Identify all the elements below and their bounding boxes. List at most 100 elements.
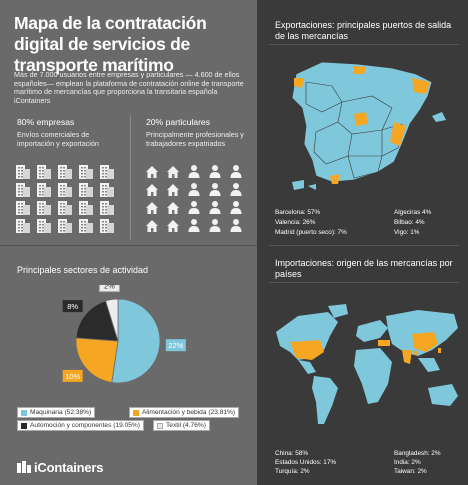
svg-text:2%: 2% [104,285,115,291]
person-icon [230,219,242,232]
person-icon [188,201,200,214]
building-icon [100,219,114,233]
divider [130,115,131,240]
building-icon [58,165,72,179]
person-icon [209,201,221,214]
canary-islands [292,180,316,190]
legend-item-automotive: Automoción y componentes (19.05%) [17,420,144,431]
pie-slice-automotive [75,300,119,342]
building-icon [79,201,93,215]
balearic-islands [432,112,446,122]
house-icon [146,220,158,232]
sectors-pie-chart: 22% 10% 8% 2% [62,285,186,384]
africa [354,348,392,404]
port-valencia: Valencia: 26% [275,219,316,226]
section-separator [0,245,257,246]
china [412,332,438,352]
greenland [328,304,348,318]
person-icon [209,183,221,196]
house-icon [146,166,158,178]
europe [356,320,388,342]
asia [386,310,458,356]
house-icon [167,184,179,196]
houses-people-icon-grid [146,165,242,232]
house-icon [146,202,158,214]
legend-item-food: Alimentación y bebida (23.81%) [129,407,240,418]
left-panel [0,0,257,485]
country-india: India: 2% [394,459,421,466]
taiwan [438,348,441,353]
building-icon [100,183,114,197]
pie-slice-food [75,337,119,383]
section-separator-right [269,245,459,246]
person-icon [188,183,200,196]
building-icon [37,165,51,179]
south-america [312,376,338,424]
building-icon [58,183,72,197]
exports-title: Exportaciones: principales puertos de sa… [275,20,452,41]
house-icon [167,202,179,214]
legend-swatch [157,423,163,429]
barcelona-region [412,78,430,94]
imports-title: Importaciones: origen de las mercancías … [275,258,453,279]
port-algeciras: Algeciras 4% [394,209,432,216]
svg-text:10%: 10% [65,372,80,381]
usa [290,340,324,360]
house-icon [146,184,158,196]
world-map [276,304,458,424]
port-barcelona: Barcelona: 57% [275,209,321,216]
pie-data-label: 2% [98,285,120,293]
pie-slice-textile [105,298,119,342]
building-icon [79,219,93,233]
legend-item-machinery: Maquinaria (52.38%) [17,407,96,418]
port-vigo: Vigo: 1% [394,229,420,236]
vigo-region [294,78,304,88]
building-icon [37,183,51,197]
pie-data-label: 8% [62,300,83,313]
country-usa: Estados Unidos: 17% [275,459,337,466]
buildings-icon-grid [16,165,114,233]
imports-title-line [269,282,459,283]
exports-title-line [269,44,459,45]
country-china: China: 58% [275,450,309,457]
building-icon [58,219,72,233]
legend-swatch [21,423,27,429]
companies-percent: 80% empresas [17,117,75,127]
svg-text:8%: 8% [67,302,78,311]
bangladesh [413,351,417,355]
building-icon [100,201,114,215]
legend-swatch [133,410,139,416]
person-icon [230,201,242,214]
svg-text:22%: 22% [168,341,183,350]
spain-map [291,61,446,190]
person-icon [209,219,221,232]
pie-data-label: 10% [62,369,83,382]
building-icon [16,183,30,197]
port-madrid: Madrid (puerto seco): 7% [275,229,347,236]
turkey [378,340,390,346]
person-icon [209,165,221,178]
building-icon [16,165,30,179]
house-icon [167,220,179,232]
intro-text: Más de 7.000 usuarios entre empresas y p… [14,70,244,105]
building-icon [16,201,30,215]
person-icon [188,219,200,232]
person-icon [230,165,242,178]
individuals-description: Principalmente profesionales y trabajado… [146,130,244,148]
building-icon [100,165,114,179]
country-bangladesh: Bangladesh: 2% [394,450,441,457]
individuals-percent: 20% particulares [146,117,211,127]
person-icon [230,183,242,196]
sectors-title: Principales sectores de actividad [17,265,149,275]
madrid-region [354,112,368,126]
building-icon [79,183,93,197]
icontainers-logo: iContainers [17,460,104,476]
pie-data-label: 22% [165,339,186,352]
page-title: Mapa de la contratación digital de servi… [14,13,207,75]
valencia-region [390,122,406,146]
building-icon [37,219,51,233]
building-icon [37,201,51,215]
house-icon [167,166,179,178]
central-america [298,360,316,374]
building-icon [58,201,72,215]
